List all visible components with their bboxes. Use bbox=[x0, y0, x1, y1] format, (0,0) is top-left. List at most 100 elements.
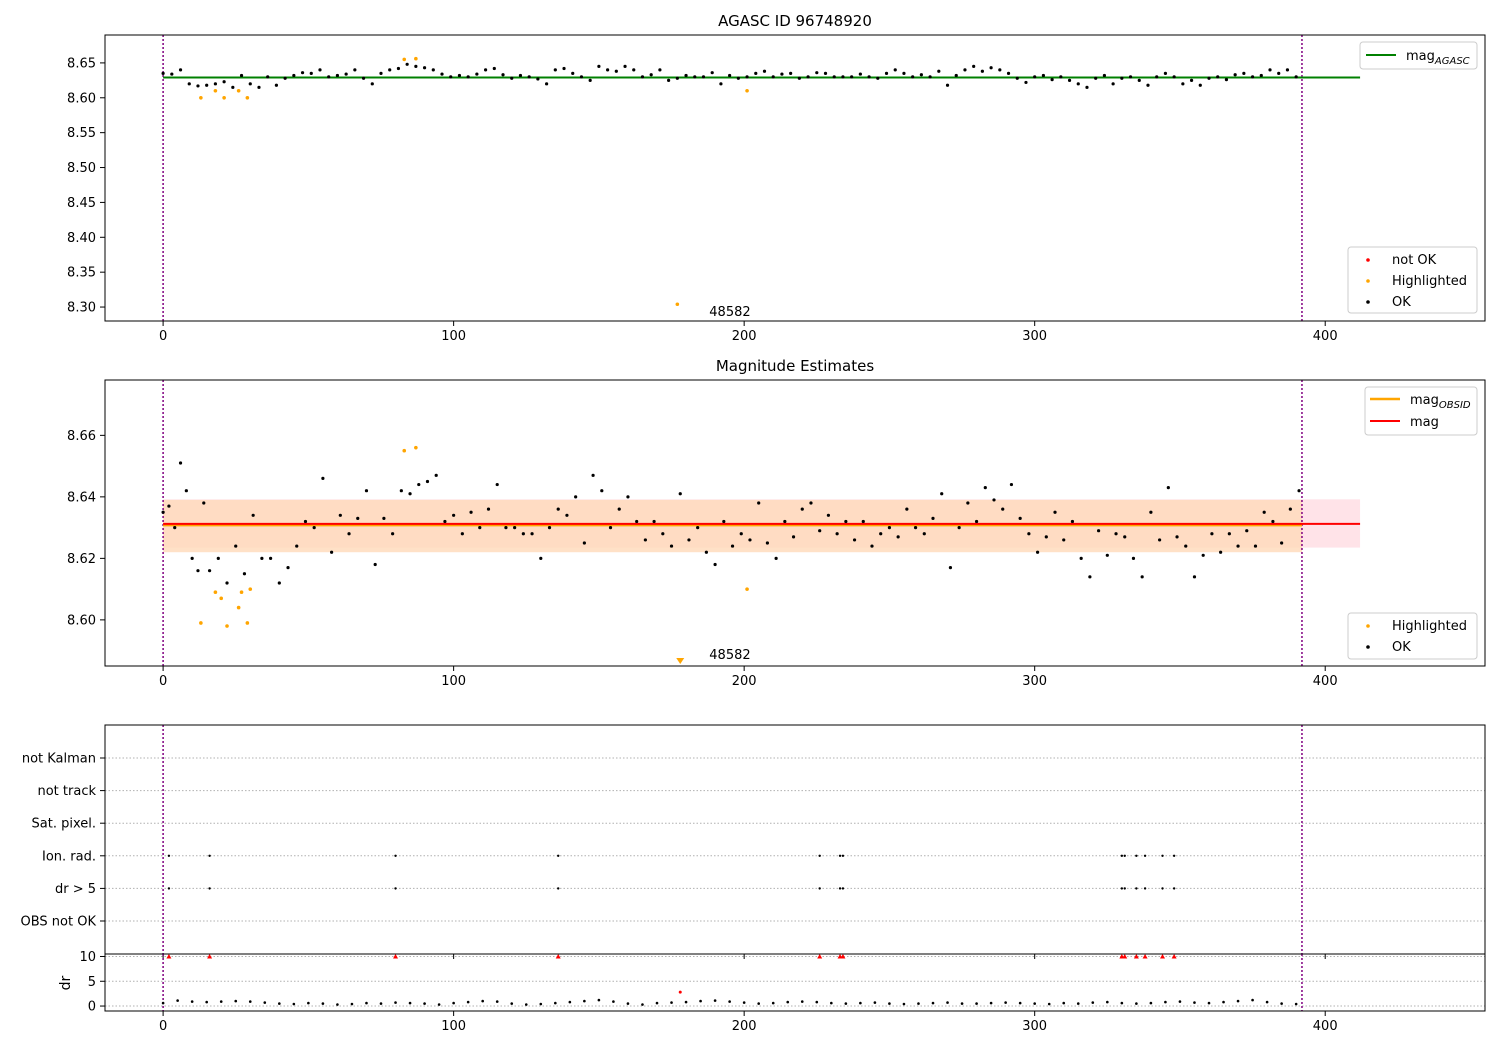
ok-point bbox=[684, 1000, 688, 1004]
ok-point bbox=[196, 84, 200, 88]
ok-point bbox=[980, 69, 984, 73]
ok-point bbox=[859, 1001, 862, 1005]
ok-point bbox=[861, 519, 865, 524]
highlighted-point bbox=[745, 89, 749, 93]
ok-point bbox=[518, 73, 523, 78]
ok-point bbox=[365, 1001, 368, 1005]
legend-label-main: mag bbox=[1406, 49, 1435, 64]
ok-point bbox=[669, 544, 674, 548]
ok-point bbox=[583, 999, 586, 1003]
ok-point bbox=[239, 73, 244, 78]
legend-marker-ok bbox=[1366, 645, 1370, 649]
ok-point bbox=[1047, 1002, 1051, 1006]
ok-point bbox=[975, 1002, 978, 1005]
flag-point bbox=[1123, 887, 1126, 890]
legend-label-obsid-sub: OBSID bbox=[1439, 400, 1471, 411]
ok-point bbox=[762, 69, 767, 73]
ok-point bbox=[649, 73, 653, 77]
ok-point bbox=[1236, 999, 1240, 1003]
ok-point bbox=[1062, 538, 1066, 542]
ok-point bbox=[373, 562, 377, 567]
ok-point bbox=[1018, 516, 1022, 520]
ok-point bbox=[1294, 1002, 1298, 1006]
ok-point bbox=[1210, 532, 1214, 536]
ok-point bbox=[161, 1001, 165, 1005]
ok-point bbox=[1172, 75, 1176, 79]
y-tick-label: 10 bbox=[79, 950, 96, 965]
ok-point bbox=[1111, 82, 1115, 86]
ok-point bbox=[1097, 529, 1101, 533]
ok-point bbox=[568, 1000, 572, 1004]
ok-point bbox=[257, 85, 261, 89]
ok-point bbox=[176, 999, 179, 1002]
x-tick-label: 100 bbox=[441, 329, 466, 344]
ok-point bbox=[492, 66, 496, 71]
x-tick-label: 300 bbox=[1022, 329, 1047, 344]
ok-point bbox=[504, 526, 508, 530]
ok-point bbox=[1253, 544, 1258, 548]
ok-point bbox=[524, 1003, 528, 1006]
ok-point bbox=[417, 482, 421, 487]
ok-point bbox=[704, 550, 708, 554]
ok-point bbox=[1088, 575, 1092, 579]
ok-point bbox=[1242, 71, 1246, 75]
ok-point bbox=[966, 501, 970, 505]
ok-point bbox=[278, 1002, 281, 1005]
legend-marker-highlighted bbox=[1366, 279, 1370, 283]
category-label: not track bbox=[37, 784, 96, 799]
ok-point bbox=[1222, 1000, 1225, 1004]
ok-point bbox=[295, 544, 299, 548]
ok-point bbox=[873, 1001, 877, 1004]
ok-point bbox=[974, 519, 979, 524]
ok-point bbox=[449, 75, 453, 79]
highlighted-point bbox=[213, 89, 218, 93]
highlighted-point bbox=[219, 596, 224, 601]
ok-point bbox=[207, 569, 212, 573]
capped-not-ok-marker bbox=[207, 953, 213, 959]
ok-point bbox=[1128, 75, 1133, 79]
legend-mag-lines: magOBSID mag bbox=[1364, 386, 1478, 436]
ok-point bbox=[632, 68, 636, 72]
ok-point bbox=[266, 75, 270, 79]
ok-point bbox=[608, 526, 613, 530]
highlighted-point bbox=[245, 95, 250, 100]
flag-point bbox=[1120, 854, 1124, 857]
panel-2-frame bbox=[104, 379, 1486, 667]
ok-point bbox=[231, 85, 235, 89]
legend-box bbox=[1347, 246, 1478, 314]
ok-point bbox=[835, 532, 839, 536]
ok-point bbox=[713, 999, 717, 1002]
highlighted-point bbox=[414, 56, 418, 61]
ok-point bbox=[786, 1000, 790, 1004]
ok-point bbox=[300, 71, 305, 75]
y-tick-label: 8.45 bbox=[67, 196, 96, 211]
legend-label-not-ok: not OK bbox=[1392, 253, 1437, 268]
ok-point bbox=[327, 75, 331, 79]
x-tick-label: 400 bbox=[1313, 1019, 1338, 1034]
ok-point bbox=[173, 526, 177, 530]
highlighted-point bbox=[199, 621, 203, 625]
flag-point bbox=[818, 887, 821, 890]
ok-point bbox=[728, 73, 732, 78]
ok-point bbox=[806, 75, 810, 79]
y-tick-label: 8.50 bbox=[67, 161, 96, 176]
ok-point bbox=[710, 71, 714, 75]
ok-point bbox=[545, 82, 549, 86]
ok-point bbox=[850, 75, 854, 79]
ok-point bbox=[283, 76, 287, 80]
flag-point bbox=[1143, 854, 1147, 857]
ok-point bbox=[844, 519, 848, 524]
ok-point bbox=[1164, 1000, 1167, 1004]
ok-point bbox=[263, 1001, 267, 1004]
ok-point bbox=[1259, 73, 1263, 78]
ok-point bbox=[1216, 75, 1220, 79]
ok-point bbox=[800, 1000, 804, 1003]
ok-point bbox=[405, 62, 409, 66]
ok-point bbox=[1027, 532, 1031, 536]
panel-2-title: Magnitude Estimates bbox=[716, 357, 874, 375]
ok-point bbox=[434, 473, 438, 477]
ok-point bbox=[1294, 75, 1298, 79]
ok-point bbox=[739, 532, 743, 536]
ok-point bbox=[1018, 1001, 1022, 1005]
ok-point bbox=[913, 526, 918, 530]
